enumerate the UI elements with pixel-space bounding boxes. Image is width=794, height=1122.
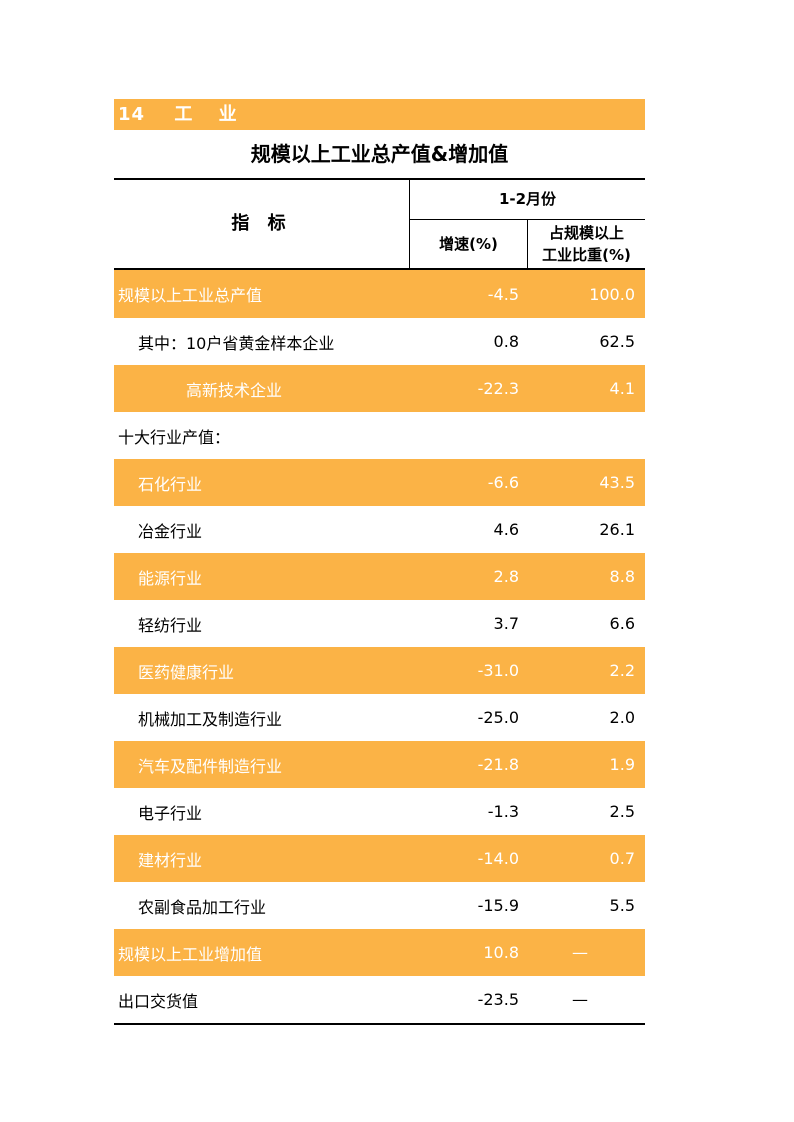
row-growth: 0.8 <box>493 332 519 351</box>
row-growth: 3.7 <box>493 614 519 633</box>
row-label: 石化行业 <box>138 474 203 494</box>
table-row: 轻纺行业 3.7 6.6 <box>114 600 645 647</box>
row-label: 规模以上工业增加值 <box>118 944 263 964</box>
section-header-bar: 14 工 业 <box>114 99 645 130</box>
table-row: 电子行业 -1.3 2.5 <box>114 788 645 835</box>
table-row: 其中：10户省黄金样本企业 0.8 62.5 <box>114 318 645 365</box>
section-word-2: 业 <box>218 104 238 125</box>
row-share: 4.1 <box>609 379 635 398</box>
header-indicator: 指 标 <box>231 213 292 234</box>
row-share: — <box>572 990 588 1009</box>
header-share-line1: 占规模以上 <box>548 224 624 242</box>
table-row: 十大行业产值： <box>114 412 645 459</box>
row-growth: -15.9 <box>477 896 519 915</box>
row-label: 冶金行业 <box>138 521 203 541</box>
table-row: 冶金行业 4.6 26.1 <box>114 506 645 553</box>
row-share: — <box>572 943 588 962</box>
header-divider-columns <box>527 220 528 268</box>
row-growth: 10.8 <box>483 943 519 962</box>
row-growth: -1.3 <box>487 802 519 821</box>
header-growth: 增速(%) <box>439 235 498 253</box>
row-growth: -22.3 <box>477 379 519 398</box>
row-share: 1.9 <box>609 755 635 774</box>
section-word-1: 工 <box>174 104 194 125</box>
table-row: 机械加工及制造行业 -25.0 2.0 <box>114 694 645 741</box>
table-row: 建材行业 -14.0 0.7 <box>114 835 645 882</box>
table-row: 能源行业 2.8 8.8 <box>114 553 645 600</box>
row-share: 62.5 <box>599 332 635 351</box>
table-body: 规模以上工业总产值 -4.5 100.0 其中：10户省黄金样本企业 0.8 6… <box>114 270 645 1023</box>
row-label: 高新技术企业 <box>186 380 283 400</box>
row-label: 电子行业 <box>138 803 203 823</box>
row-share: 43.5 <box>599 473 635 492</box>
table-row: 石化行业 -6.6 43.5 <box>114 459 645 506</box>
row-label: 轻纺行业 <box>138 615 203 635</box>
row-share: 2.0 <box>609 708 635 727</box>
table-row: 高新技术企业 -22.3 4.1 <box>114 365 645 412</box>
row-label: 汽车及配件制造行业 <box>138 756 283 776</box>
table-title: 规模以上工业总产值&增加值 <box>250 142 509 166</box>
row-growth: 2.8 <box>493 567 519 586</box>
row-label: 建材行业 <box>138 850 203 870</box>
row-label: 规模以上工业总产值 <box>118 286 263 305</box>
table-bottom-rule <box>114 1023 645 1025</box>
header-share-line2: 工业比重(%) <box>542 246 631 264</box>
row-share: 6.6 <box>609 614 635 633</box>
section-number: 14 <box>118 104 146 125</box>
row-share: 0.7 <box>609 849 635 868</box>
row-growth: -4.5 <box>487 284 519 304</box>
row-share: 2.2 <box>609 661 635 680</box>
row-label: 能源行业 <box>138 568 203 588</box>
table-row: 出口交货值 -23.5 — <box>114 976 645 1023</box>
row-growth: -23.5 <box>477 990 519 1009</box>
row-label: 农副食品加工行业 <box>138 897 267 917</box>
row-growth: -31.0 <box>477 661 519 680</box>
row-label: 医药健康行业 <box>138 662 235 682</box>
table-row: 农副食品加工行业 -15.9 5.5 <box>114 882 645 929</box>
table-row: 规模以上工业总产值 -4.5 100.0 <box>114 270 645 318</box>
header-period: 1-2月份 <box>498 190 557 208</box>
row-growth: -6.6 <box>487 473 519 492</box>
row-growth: -25.0 <box>477 708 519 727</box>
header-divider-vertical <box>409 180 410 268</box>
header-divider-horizontal <box>410 219 645 220</box>
row-label: 出口交货值 <box>118 991 199 1011</box>
row-share: 26.1 <box>599 520 635 539</box>
row-label: 其中：10户省黄金样本企业 <box>138 333 335 353</box>
row-growth: 4.6 <box>493 520 519 539</box>
row-share: 100.0 <box>589 284 635 304</box>
table-row: 汽车及配件制造行业 -21.8 1.9 <box>114 741 645 788</box>
row-label: 机械加工及制造行业 <box>138 709 283 729</box>
row-share: 8.8 <box>609 567 635 586</box>
row-share: 5.5 <box>609 896 635 915</box>
row-growth: -21.8 <box>477 755 519 774</box>
industry-table-page: 14 工 业 规模以上工业总产值&增加值 指 标 1-2月份 增速(%) 占规模… <box>114 99 645 1025</box>
row-share: 2.5 <box>609 802 635 821</box>
table-header: 指 标 1-2月份 增速(%) 占规模以上 工业比重(%) <box>114 178 645 270</box>
header-share: 占规模以上 工业比重(%) <box>528 222 645 268</box>
row-growth: -14.0 <box>477 849 519 868</box>
row-label: 十大行业产值： <box>118 427 231 447</box>
table-row: 医药健康行业 -31.0 2.2 <box>114 647 645 694</box>
table-row: 规模以上工业增加值 10.8 — <box>114 929 645 976</box>
